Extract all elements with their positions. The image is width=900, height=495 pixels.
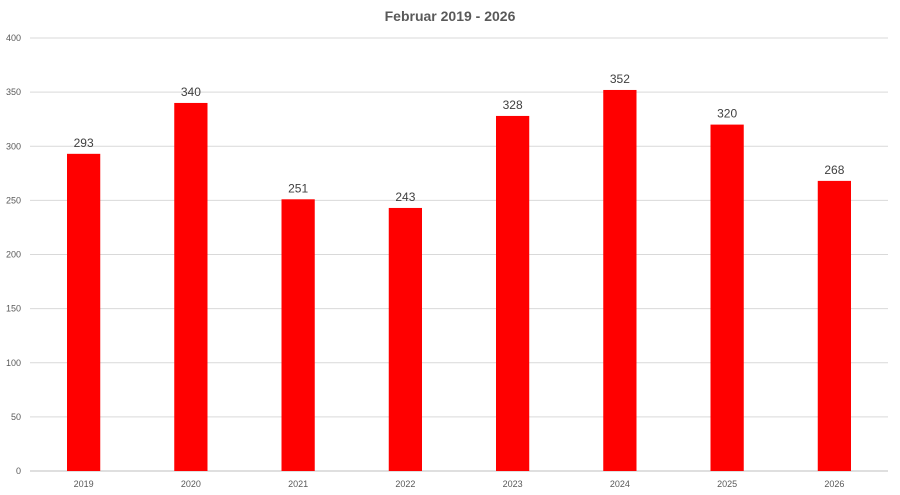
x-tick-label: 2020 [181,479,201,489]
bar [388,207,422,471]
y-tick-label: 400 [6,33,21,43]
bar [496,115,530,471]
x-tick-label: 2025 [717,479,737,489]
x-tick-label: 2026 [824,479,844,489]
bar [67,153,101,471]
data-label: 268 [824,163,844,177]
y-tick-label: 100 [6,358,21,368]
data-label: 243 [395,190,415,204]
bar [281,199,315,472]
y-tick-label: 300 [6,141,21,151]
x-tick-label: 2022 [395,479,415,489]
x-tick-label: 2021 [288,479,308,489]
data-label: 352 [610,72,630,86]
x-tick-label: 2023 [503,479,523,489]
x-tick-label: 2019 [74,479,94,489]
data-label: 328 [503,98,523,112]
data-label: 340 [181,85,201,99]
y-tick-label: 250 [6,195,21,205]
bar [710,124,744,471]
chart-title: Februar 2019 - 2026 [384,8,516,24]
data-label: 320 [717,107,737,121]
data-label: 251 [288,181,308,195]
bar [603,89,637,472]
data-label: 293 [74,136,94,150]
y-tick-label: 50 [11,412,21,422]
y-tick-label: 200 [6,250,21,260]
x-tick-label: 2024 [610,479,630,489]
bar [174,102,208,471]
y-tick-label: 150 [6,304,21,314]
bar [817,180,851,471]
y-tick-label: 350 [6,87,21,97]
y-tick-label: 0 [16,466,21,476]
